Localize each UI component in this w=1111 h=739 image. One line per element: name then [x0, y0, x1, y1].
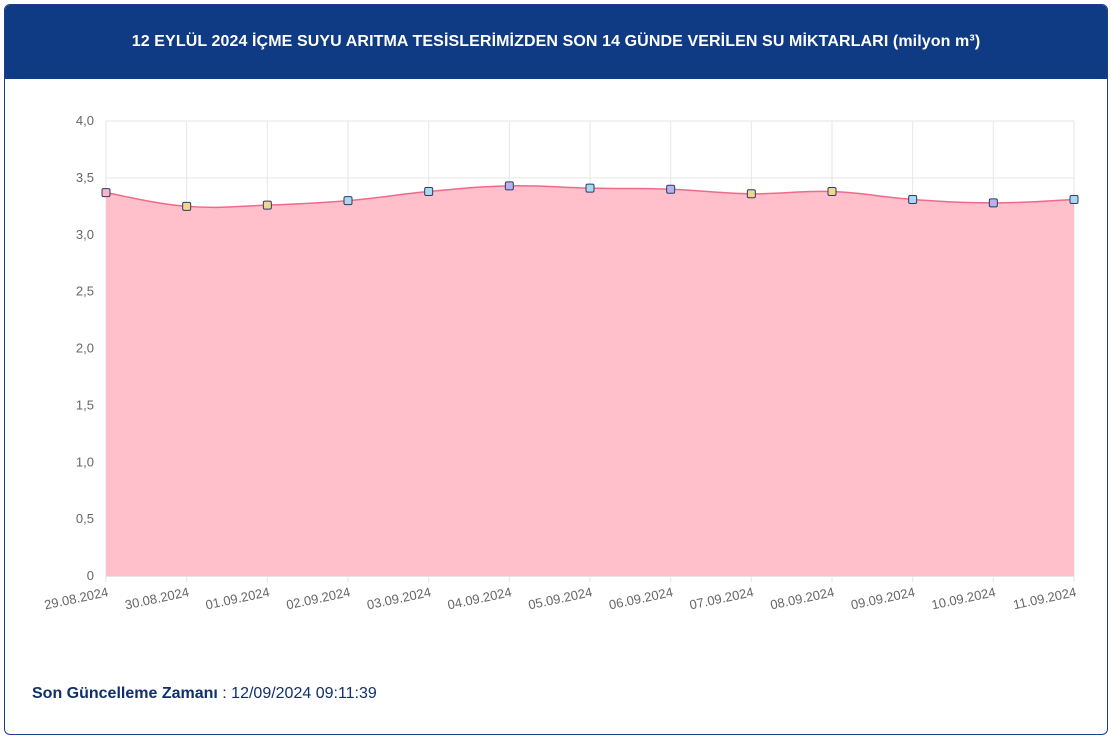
y-axis-ticks: 0 0,5 1,0 1,5 2,0 2,5 3,0 3,5 4,0 — [76, 113, 94, 583]
x-tick-label: 09.09.2024 — [850, 584, 917, 612]
data-point[interactable] — [1069, 194, 1079, 204]
y-tick-label: 2,5 — [76, 284, 94, 299]
last-updated: Son Güncelleme Zamanı : 12/09/2024 09:11… — [32, 685, 377, 703]
x-tick-label: 07.09.2024 — [688, 584, 755, 612]
last-updated-value: 12/09/2024 09:11:39 — [231, 685, 377, 702]
chart-header: 12 EYLÜL 2024 İÇME SUYU ARITMA TESİSLERİ… — [5, 5, 1107, 79]
data-point[interactable] — [504, 181, 514, 191]
x-tick-label: 08.09.2024 — [769, 584, 836, 612]
data-point[interactable] — [424, 187, 434, 197]
data-point[interactable] — [343, 196, 353, 206]
x-tick-label: 11.09.2024 — [1012, 584, 1078, 612]
x-tick-label: 29.08.2024 — [43, 584, 110, 612]
x-tick-label: 10.09.2024 — [930, 584, 997, 612]
area-chart: 0 0,5 1,0 1,5 2,0 2,5 3,0 3,5 4,0 29.08.2024 30.0… — [43, 113, 1079, 612]
data-point[interactable] — [746, 189, 756, 199]
x-axis-ticks: 29.08.2024 30.08.2024 01.09.2024 02.09.2024… — [43, 584, 1078, 612]
x-tick-label: 05.09.2024 — [527, 584, 594, 612]
y-tick-label: 1,5 — [76, 397, 94, 412]
last-updated-separator: : — [217, 685, 232, 702]
data-point[interactable] — [988, 198, 998, 208]
data-points — [101, 181, 1079, 211]
data-point[interactable] — [101, 188, 111, 198]
chart-title: 12 EYLÜL 2024 İÇME SUYU ARITMA TESİSLERİ… — [131, 33, 981, 50]
data-point[interactable] — [666, 184, 676, 194]
y-tick-label: 4,0 — [76, 113, 94, 128]
x-tick-label: 30.08.2024 — [124, 584, 191, 612]
chart-area: 0 0,5 1,0 1,5 2,0 2,5 3,0 3,5 4,0 29.08.2024 30.0… — [5, 79, 1107, 639]
data-point[interactable] — [182, 201, 192, 211]
y-tick-label: 0,5 — [76, 511, 94, 526]
x-tick-label: 02.09.2024 — [285, 584, 352, 612]
data-point[interactable] — [262, 200, 272, 210]
data-point[interactable] — [827, 187, 837, 197]
last-updated-label: Son Güncelleme Zamanı — [32, 685, 218, 702]
y-tick-label: 3,0 — [76, 227, 94, 242]
x-tick-label: 01.09.2024 — [204, 584, 271, 612]
y-tick-label: 1,0 — [76, 454, 94, 469]
y-tick-label: 0 — [87, 568, 94, 583]
x-tick-label: 03.09.2024 — [366, 584, 433, 612]
x-tick-label: 04.09.2024 — [446, 584, 513, 612]
data-point[interactable] — [585, 183, 595, 193]
area-fill — [106, 185, 1074, 576]
y-tick-label: 3,5 — [76, 170, 94, 185]
chart-card: 12 EYLÜL 2024 İÇME SUYU ARITMA TESİSLERİ… — [4, 4, 1108, 735]
data-point[interactable] — [908, 194, 918, 204]
y-tick-label: 2,0 — [76, 341, 94, 356]
x-tick-label: 06.09.2024 — [608, 584, 675, 612]
